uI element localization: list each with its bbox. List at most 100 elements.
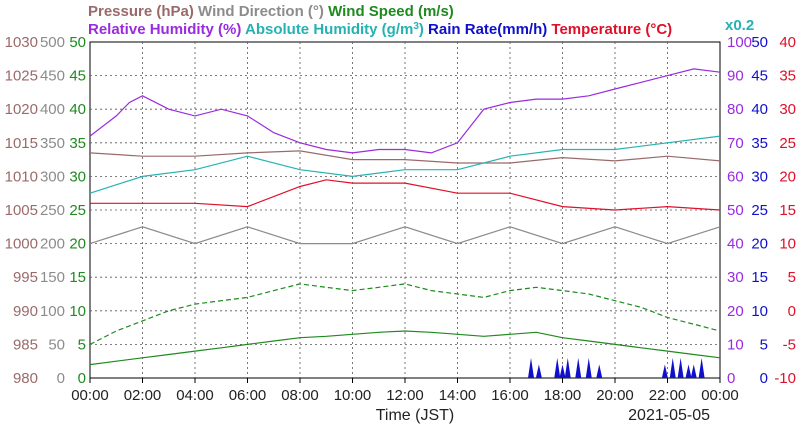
tick-label-rain-rate: 35 [751, 135, 768, 152]
tick-label-wind-direction: 400 [40, 101, 65, 118]
tick-label-temperature: 30 [779, 101, 796, 118]
rain-rate-bar [559, 364, 566, 378]
scale-note: x0.2 [725, 17, 754, 34]
rain-rate-bar [677, 357, 684, 378]
x-tick-label: 20:00 [596, 387, 634, 404]
rain-rate-bar [564, 357, 571, 378]
footer: Time (JST) 2021-05-05 [376, 407, 710, 424]
tick-label-relative-humidity: 10 [727, 336, 744, 353]
plot-area [89, 41, 721, 379]
tick-label-relative-humidity: 50 [727, 202, 744, 219]
tick-label-wind-speed: 10 [69, 303, 86, 320]
tick-label-wind-speed: 30 [69, 168, 86, 185]
rain-rate-bar [669, 357, 676, 378]
tick-label-pressure: 1015 [5, 135, 38, 152]
tick-label-pressure: 990 [13, 303, 38, 320]
rain-rate-bar [690, 364, 697, 378]
rain-rate-bar [698, 357, 705, 378]
series-line-wind-speed-mean-m-s [89, 330, 721, 366]
tick-label-wind-speed: 25 [69, 202, 86, 219]
series-line-relative-humidity [89, 68, 721, 154]
tick-label-rain-rate: 25 [751, 202, 768, 219]
tick-label-temperature: 20 [779, 168, 796, 185]
tick-label-rain-rate: 20 [751, 236, 768, 253]
tick-label-wind-direction: 50 [48, 336, 65, 353]
tick-label-wind-speed: 40 [69, 101, 86, 118]
tick-label-wind-speed: 35 [69, 135, 86, 152]
axes: 1030102510201015101010051000995990985980… [5, 34, 796, 404]
tick-label-wind-direction: 300 [40, 168, 65, 185]
tick-label-rain-rate: 50 [751, 34, 768, 51]
legend-entry: Absolute Humidity (g/m [241, 21, 413, 38]
tick-label-relative-humidity: 90 [727, 68, 744, 85]
series-line-wind-direction [89, 226, 721, 245]
tick-label-relative-humidity: 30 [727, 269, 744, 286]
tick-label-relative-humidity: 0 [727, 370, 735, 387]
x-tick-label: 22:00 [649, 387, 687, 404]
tick-label-rain-rate: 0 [760, 370, 768, 387]
rain-rate-bar [535, 364, 542, 378]
tick-label-temperature: 10 [779, 236, 796, 253]
tick-label-pressure: 995 [13, 269, 38, 286]
legend: Pressure (hPa) Wind Direction (°) Wind S… [88, 3, 754, 38]
tick-label-temperature: 5 [788, 269, 796, 286]
tick-label-pressure: 1020 [5, 101, 38, 118]
rain-rate-bar [575, 357, 582, 378]
tick-label-rain-rate: 45 [751, 68, 768, 85]
rain-rate-bar [661, 364, 668, 378]
rain-rate-bar [596, 364, 603, 378]
rain-rate-bar [554, 357, 561, 378]
tick-label-pressure: 985 [13, 336, 38, 353]
legend-entry: Rain Rate(mm/h) [424, 21, 547, 38]
x-tick-label: 06:00 [229, 387, 267, 404]
date-label: 2021-05-05 [628, 407, 710, 424]
rain-rate-bar [528, 357, 534, 378]
legend-entry: Temperature (°C) [547, 21, 672, 38]
legend-entry: Wind Speed (m/s) [324, 3, 454, 20]
tick-label-wind-speed: 50 [69, 34, 86, 51]
tick-label-relative-humidity: 80 [727, 101, 744, 118]
tick-label-temperature: -5 [783, 336, 796, 353]
tick-label-relative-humidity: 60 [727, 168, 744, 185]
x-tick-label: 02:00 [124, 387, 162, 404]
tick-label-wind-direction: 450 [40, 68, 65, 85]
tick-label-pressure: 1010 [5, 168, 38, 185]
x-tick-label: 08:00 [281, 387, 319, 404]
series-line-absolute-humidity-g-m3-x0-2 [89, 135, 721, 194]
series-line-temperature-c [90, 179, 721, 211]
tick-label-relative-humidity: 100 [727, 34, 752, 51]
tick-label-rain-rate: 5 [760, 336, 768, 353]
series-line-wind-speed-max-m-s [89, 283, 721, 345]
legend-row-2: Relative Humidity (%) Absolute Humidity … [88, 21, 672, 39]
tick-label-wind-speed: 15 [69, 269, 86, 286]
tick-label-wind-direction: 350 [40, 135, 65, 152]
tick-label-temperature: 15 [779, 202, 796, 219]
series-layer [89, 68, 721, 378]
tick-label-pressure: 1025 [5, 68, 38, 85]
tick-label-wind-speed: 45 [69, 68, 86, 85]
x-tick-label: 00:00 [701, 387, 739, 404]
tick-label-relative-humidity: 20 [727, 303, 744, 320]
tick-label-wind-direction: 0 [57, 370, 65, 387]
legend-row-1: Pressure (hPa) Wind Direction (°) Wind S… [88, 3, 454, 20]
tick-label-wind-direction: 150 [40, 269, 65, 286]
series-line-pressure-hpa [89, 150, 721, 164]
tick-label-pressure: 1030 [5, 34, 38, 51]
x-tick-label: 16:00 [491, 387, 529, 404]
tick-label-relative-humidity: 70 [727, 135, 744, 152]
tick-label-pressure: 980 [13, 370, 38, 387]
tick-label-rain-rate: 10 [751, 303, 768, 320]
tick-label-wind-speed: 0 [78, 370, 86, 387]
rain-rate-bar [585, 357, 592, 378]
tick-label-temperature: 0 [788, 303, 796, 320]
tick-label-wind-direction: 500 [40, 34, 65, 51]
tick-label-wind-speed: 20 [69, 236, 86, 253]
legend-entry: ) [419, 21, 424, 38]
tick-label-pressure: 1000 [5, 236, 38, 253]
tick-label-pressure: 1005 [5, 202, 38, 219]
tick-label-temperature: 35 [779, 68, 796, 85]
tick-label-wind-speed: 5 [78, 336, 86, 353]
legend-entry: Relative Humidity (%) [88, 21, 241, 38]
tick-label-wind-direction: 250 [40, 202, 65, 219]
